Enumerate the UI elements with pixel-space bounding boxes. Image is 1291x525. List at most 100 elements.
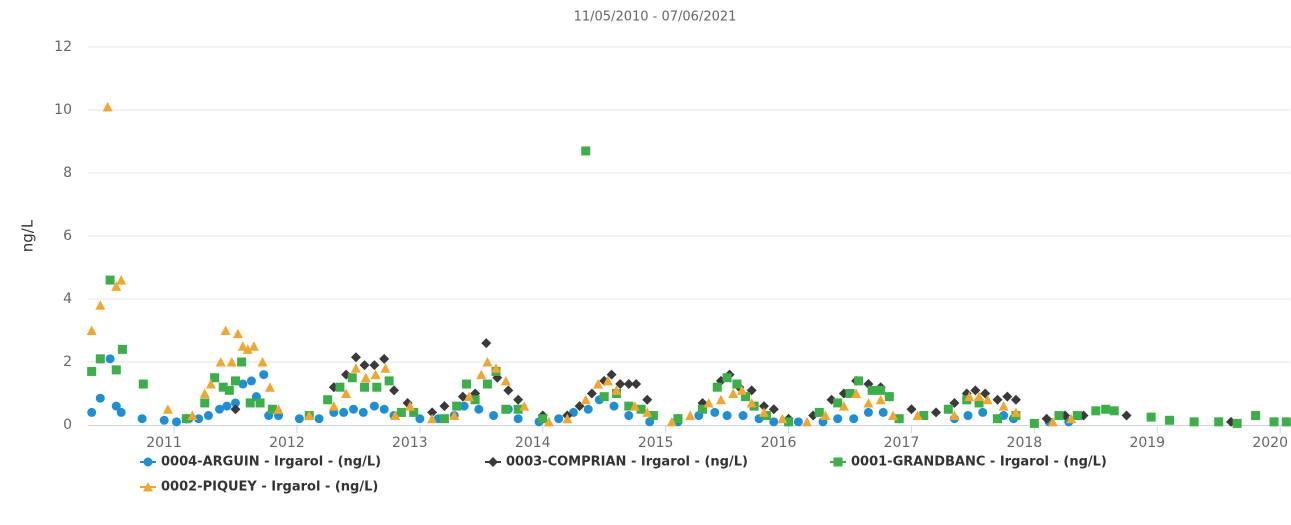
data-point xyxy=(698,404,708,414)
x-tick-label: 2015 xyxy=(638,435,674,451)
x-tick-label: 2019 xyxy=(1129,435,1165,451)
data-point xyxy=(503,385,514,396)
data-point xyxy=(360,372,371,383)
data-point xyxy=(642,407,653,417)
x-tick-label: 2014 xyxy=(515,435,551,451)
data-point xyxy=(888,410,899,421)
data-point xyxy=(1189,417,1199,427)
data-point xyxy=(111,365,121,375)
data-point xyxy=(854,376,864,386)
data-point xyxy=(784,417,794,427)
data-point xyxy=(1146,412,1156,422)
data-point xyxy=(611,385,622,395)
x-tick-label: 2018 xyxy=(1007,435,1043,451)
legend-text: 0002-PIQUEY - Irgarol - (ng/L) xyxy=(161,480,378,495)
data-point xyxy=(396,407,406,417)
y-tick-label: 4 xyxy=(63,291,72,307)
data-point xyxy=(215,404,225,414)
data-point xyxy=(304,410,315,421)
data-point xyxy=(1165,415,1175,425)
data-point xyxy=(1251,411,1261,421)
data-point xyxy=(931,407,942,418)
y-tick-label: 10 xyxy=(54,102,72,118)
data-point xyxy=(314,414,324,424)
data-point xyxy=(335,382,345,392)
data-point xyxy=(501,404,511,414)
legend-item: 0001-GRANDBANC - Irgarol - (ng/L) xyxy=(830,455,1107,470)
data-point xyxy=(583,404,593,414)
y-tick-label: 0 xyxy=(63,417,72,433)
data-point xyxy=(232,328,243,339)
data-point xyxy=(117,344,127,354)
y-tick-label: 8 xyxy=(63,165,72,181)
data-point xyxy=(715,394,726,405)
chart-subtitle: 11/05/2010 - 07/06/2021 xyxy=(574,10,737,25)
data-point xyxy=(245,398,255,408)
data-point xyxy=(328,401,339,411)
data-point xyxy=(609,401,619,411)
data-point xyxy=(226,357,237,367)
x-tick-label: 2016 xyxy=(761,435,797,451)
data-point xyxy=(384,376,394,386)
data-point xyxy=(218,382,228,392)
data-point xyxy=(259,370,269,380)
data-point xyxy=(199,388,210,398)
data-point xyxy=(867,385,877,395)
data-point xyxy=(580,394,591,405)
y-tick-label: 6 xyxy=(63,228,72,244)
data-point xyxy=(230,404,241,415)
data-point xyxy=(793,417,803,427)
legend-item: 0004-ARGUIN - Irgarol - (ng/L) xyxy=(140,455,381,470)
x-tick-label: 2020 xyxy=(1252,435,1288,451)
data-point xyxy=(732,379,742,389)
legend-text: 0004-ARGUIN - Irgarol - (ng/L) xyxy=(161,455,381,470)
data-point xyxy=(360,382,370,392)
data-point xyxy=(1281,417,1291,427)
data-point xyxy=(230,376,240,386)
data-point xyxy=(1091,406,1101,416)
data-point xyxy=(1002,391,1013,402)
data-point xyxy=(728,388,739,398)
data-point xyxy=(482,379,492,389)
data-point xyxy=(389,385,400,396)
data-point xyxy=(220,325,231,335)
data-point xyxy=(348,404,358,414)
data-point xyxy=(102,101,113,112)
x-tick-label: 2013 xyxy=(392,435,428,451)
data-point xyxy=(919,411,929,421)
data-point xyxy=(978,407,988,417)
data-point xyxy=(246,376,256,386)
legend-marker xyxy=(833,457,843,467)
data-point xyxy=(264,382,275,392)
data-point xyxy=(294,414,304,424)
data-point xyxy=(636,404,646,414)
data-point xyxy=(87,366,97,376)
data-point xyxy=(194,414,204,424)
data-point xyxy=(624,401,634,411)
data-point xyxy=(409,407,419,417)
data-point xyxy=(210,373,220,383)
data-point xyxy=(712,382,722,392)
data-point xyxy=(562,413,573,424)
data-point xyxy=(777,413,788,424)
data-point xyxy=(111,281,122,291)
data-point xyxy=(736,385,747,395)
data-point xyxy=(116,407,126,417)
data-point xyxy=(648,411,658,421)
legend-marker xyxy=(488,457,498,467)
data-point xyxy=(238,379,248,389)
y-tick-label: 12 xyxy=(54,39,72,55)
x-tick-label: 2012 xyxy=(269,435,305,451)
data-point xyxy=(95,354,105,364)
data-point xyxy=(586,388,597,399)
data-point xyxy=(513,414,523,424)
data-point xyxy=(427,407,438,418)
data-point xyxy=(105,354,115,364)
data-point xyxy=(949,410,960,421)
data-point xyxy=(710,407,720,417)
data-point xyxy=(863,407,873,417)
data-point xyxy=(242,344,253,354)
data-point xyxy=(554,414,564,424)
legend-marker xyxy=(143,457,153,467)
data-point xyxy=(1029,418,1039,428)
